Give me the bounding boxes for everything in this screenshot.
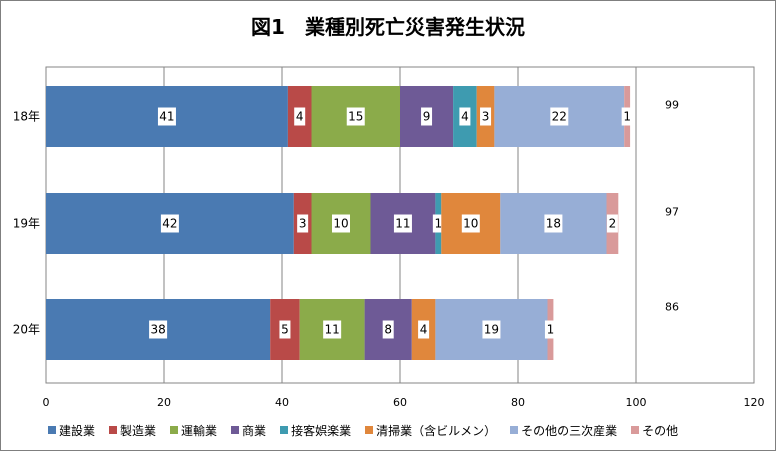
data-label: 42 (162, 217, 177, 231)
legend-swatch (109, 426, 118, 434)
x-tick-label: 120 (744, 396, 765, 409)
legend-label: 製造業 (120, 423, 157, 438)
total-label: 97 (665, 206, 679, 219)
data-label: 38 (150, 323, 165, 337)
data-label-box (621, 107, 633, 126)
legend-label: 接客娯楽業 (291, 423, 352, 438)
data-label: 15 (348, 110, 363, 124)
data-label-box (149, 320, 168, 339)
legend-item: その他 (631, 422, 678, 439)
data-label-box (279, 320, 291, 339)
data-label: 22 (552, 110, 567, 124)
data-label-box (459, 107, 471, 126)
data-label: 1 (435, 217, 443, 231)
data-label: 10 (333, 217, 348, 231)
y-category-label: 20年 (13, 323, 40, 337)
data-label-box (157, 107, 176, 126)
data-label: 4 (296, 110, 304, 124)
data-label: 18 (546, 217, 561, 231)
y-category-label: 18年 (13, 110, 40, 124)
data-label-box (606, 214, 618, 233)
legend-item: 製造業 (109, 422, 156, 439)
legend-swatch (170, 426, 179, 434)
data-label-box (297, 214, 309, 233)
data-label: 4 (461, 110, 469, 124)
data-label-box (432, 214, 444, 233)
data-label: 1 (623, 110, 631, 124)
data-label-box (393, 214, 412, 233)
data-label-box (346, 107, 365, 126)
data-label: 4 (420, 323, 428, 337)
data-label: 41 (159, 110, 174, 124)
legend-swatch (365, 426, 374, 434)
data-label-box (461, 214, 480, 233)
total-label: 99 (665, 99, 679, 112)
legend-item: その他の三次産業 (510, 422, 617, 439)
x-tick-label: 100 (626, 396, 647, 409)
legend-item: 清掃業（含ビルメン） (365, 422, 496, 439)
data-label-box (544, 214, 563, 233)
data-label: 3 (299, 217, 307, 231)
data-label: 5 (281, 323, 289, 337)
legend-label: その他の三次産業 (521, 423, 618, 438)
data-label-box (482, 320, 501, 339)
data-label: 11 (395, 217, 410, 231)
legend-swatch (510, 426, 519, 434)
y-category-label: 19年 (13, 217, 40, 231)
x-tick-label: 20 (157, 396, 171, 409)
legend-label: その他 (642, 423, 679, 438)
total-label: 86 (665, 301, 679, 314)
data-label: 19 (484, 323, 499, 337)
data-label-box (323, 320, 342, 339)
legend-item: 建設業 (48, 422, 95, 439)
legend-swatch (231, 426, 240, 434)
x-tick-label: 80 (511, 396, 525, 409)
chart-legend: 建設業 製造業 運輸業 商業 接客娯楽業 清掃業（含ビルメン） その他の三次産業 その他 (48, 420, 692, 440)
data-label: 8 (384, 323, 392, 337)
data-label-box (421, 107, 433, 126)
legend-label: 建設業 (59, 423, 96, 438)
legend-swatch (631, 426, 640, 434)
data-label-box (418, 320, 430, 339)
legend-swatch (48, 426, 56, 434)
legend-item: 運輸業 (170, 422, 217, 439)
data-label-box (550, 107, 569, 126)
data-label-box (480, 107, 492, 126)
data-label: 1 (547, 323, 555, 337)
legend-item: 商業 (231, 422, 266, 439)
legend-label: 運輸業 (181, 423, 218, 438)
data-label-box (160, 214, 179, 233)
data-label: 2 (609, 217, 617, 231)
data-label: 9 (423, 110, 431, 124)
data-label-box (382, 320, 394, 339)
data-label-box (294, 107, 306, 126)
legend-label: 清掃業（含ビルメン） (376, 423, 497, 438)
x-tick-label: 40 (275, 396, 289, 409)
legend-label: 商業 (242, 423, 267, 438)
chart-title: 図1 業種別死亡災害発生状況 (251, 15, 525, 39)
data-label-box (332, 214, 350, 233)
data-label: 10 (463, 217, 478, 231)
data-label: 11 (325, 323, 340, 337)
legend-item: 接客娯楽業 (280, 422, 351, 439)
legend-swatch (280, 426, 289, 434)
x-tick-label: 60 (393, 396, 407, 409)
data-label-box (544, 320, 556, 339)
data-label: 3 (482, 110, 490, 124)
x-tick-label: 0 (43, 396, 50, 409)
